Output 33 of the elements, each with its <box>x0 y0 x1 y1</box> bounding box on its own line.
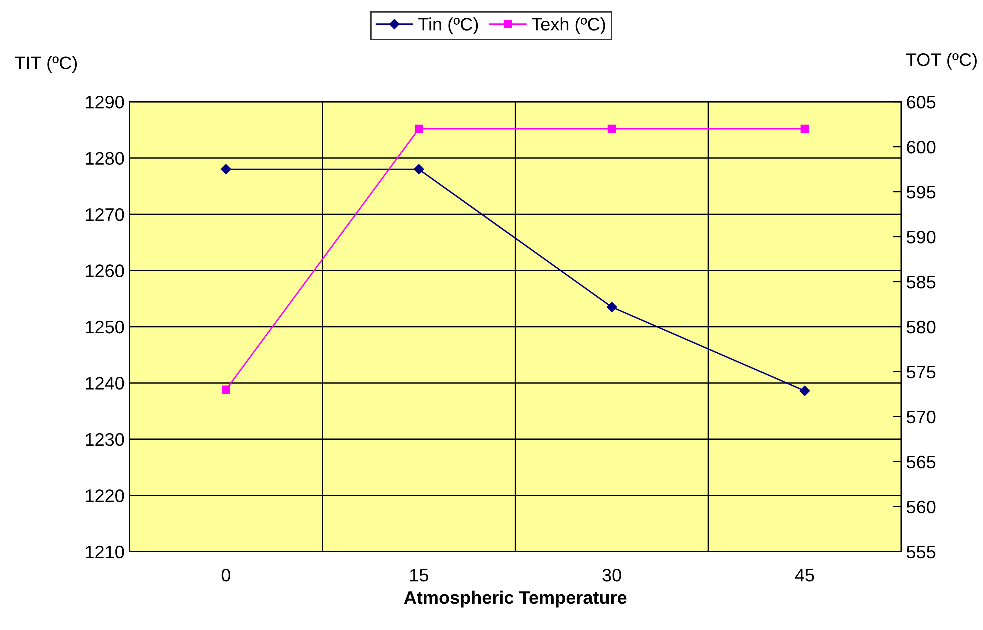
y-tick-label: 1250 <box>86 320 124 334</box>
y2-tick-label: 600 <box>907 140 936 154</box>
x-tick-label: 15 <box>410 569 428 582</box>
y-tick-label: 1240 <box>86 377 124 390</box>
y2-tick-label: 595 <box>906 186 936 199</box>
legend-label: Tin (ºC) <box>418 18 478 34</box>
point <box>606 302 618 312</box>
y2-tick-label: 585 <box>906 276 936 289</box>
legend-label: Texh (ºC) <box>532 18 606 34</box>
y-tick-label: 1280 <box>86 152 124 166</box>
y2-tick-label: 605 <box>907 96 936 109</box>
y-axis-title: TIT (ºC) <box>15 56 78 74</box>
y-tick-label: 1260 <box>86 264 124 278</box>
x-tick-label: 30 <box>602 569 622 582</box>
y2-tick-label: 565 <box>906 456 936 469</box>
y-tick-label: 1270 <box>86 208 124 222</box>
x-tick-label: 0 <box>222 569 231 582</box>
x-tick-label: 45 <box>795 569 814 582</box>
point <box>800 386 810 396</box>
y2-axis-title: TOT (ºC) <box>906 53 977 70</box>
y2-tick-label: 590 <box>906 230 936 244</box>
y-tick-label: 1230 <box>86 433 124 446</box>
y2-tick-label: 560 <box>906 500 936 514</box>
y2-tick-label: 575 <box>906 366 936 379</box>
point <box>414 164 424 175</box>
y-tick-label: 1290 <box>86 96 124 109</box>
y-tick-label: 1220 <box>86 490 124 502</box>
y2-tick-label: 555 <box>906 546 936 559</box>
point <box>221 164 232 175</box>
y2-tick-label: 570 <box>906 410 936 424</box>
y2-tick-label: 580 <box>906 320 936 334</box>
x-axis-title: Atmospheric Temperature <box>404 590 627 608</box>
y-tick-label: 1210 <box>86 546 124 559</box>
